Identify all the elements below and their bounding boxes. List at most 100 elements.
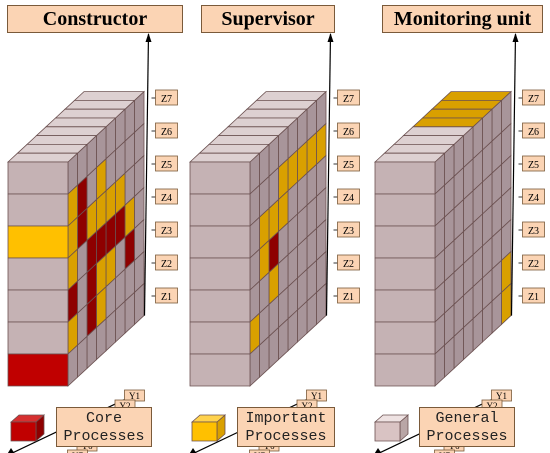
legend-important-line2: Processes — [245, 428, 327, 445]
z-label: Z6 — [343, 127, 354, 138]
z-label: Z1 — [161, 292, 172, 303]
front-cell — [7, 257, 69, 291]
top-cell — [421, 108, 494, 119]
z-label: Z1 — [343, 292, 354, 303]
top-cell — [25, 135, 98, 145]
front-cell — [7, 353, 69, 387]
legend-core-line1: Core — [85, 410, 122, 427]
important-cube-icon — [191, 421, 218, 442]
top-cell — [440, 91, 513, 101]
z-label-box — [337, 254, 360, 271]
z-label-box — [337, 287, 360, 304]
front-cell — [7, 321, 69, 355]
z-axis-line — [143, 33, 150, 316]
top-cell — [236, 108, 309, 119]
z-label-box — [155, 221, 178, 238]
constructor-panel: Z7Z6Z5Z4Z3Z2Z1Y1Y2Y3Y4Y5Y6Y7Y8 — [6, 33, 178, 453]
y-label: Y7 — [254, 451, 265, 453]
z-label: Z4 — [528, 193, 539, 204]
top-cell — [430, 100, 503, 110]
y-axis-arrow-icon — [374, 448, 382, 453]
y-label: Y7 — [72, 451, 83, 453]
front-cell — [189, 289, 251, 323]
z-label-box — [155, 254, 178, 271]
top-cell — [383, 143, 456, 154]
front-cell — [374, 353, 436, 387]
front-cell — [7, 225, 69, 259]
z-axis-arrow-icon — [327, 33, 334, 42]
front-cell — [189, 193, 251, 227]
general-cube-icon — [374, 421, 401, 442]
front-cell — [374, 193, 436, 227]
legend-important-label: Important Processes — [237, 407, 335, 447]
top-cell — [188, 152, 261, 163]
z-label: Z7 — [343, 94, 354, 105]
z-label-box — [155, 155, 178, 172]
z-label: Z5 — [343, 160, 354, 171]
z-label: Z1 — [528, 292, 539, 303]
z-label-box — [155, 188, 178, 205]
z-label-box — [522, 155, 545, 172]
z-label-box — [155, 122, 178, 139]
top-cell — [198, 143, 271, 154]
top-cell — [226, 117, 299, 128]
y-label: Y1 — [311, 391, 322, 401]
z-axis-arrow-icon — [512, 33, 519, 42]
y-axis-arrow-icon — [7, 448, 15, 453]
z-label: Z7 — [161, 94, 172, 105]
z-label: Z2 — [343, 259, 354, 270]
y-label: Y1 — [129, 391, 140, 401]
y-label-box — [249, 449, 270, 453]
z-label: Z7 — [528, 94, 539, 105]
front-cell — [374, 225, 436, 259]
top-cell — [44, 117, 117, 128]
top-cell — [16, 143, 89, 154]
monitoring-unit-title: Monitoring unit — [382, 5, 543, 33]
top-cell — [255, 91, 328, 101]
z-label: Z5 — [528, 160, 539, 171]
z-label-box — [337, 221, 360, 238]
front-cell — [7, 161, 69, 195]
top-cell — [402, 126, 475, 137]
monitoring-panel: Z7Z6Z5Z4Z3Z2Z1Y1Y2Y3Y4Y5Y6Y7Y8 — [373, 33, 545, 453]
y-label: Y7 — [439, 451, 450, 453]
front-cell — [189, 225, 251, 259]
legend-core-line2: Processes — [63, 428, 145, 445]
z-label: Z2 — [528, 259, 539, 270]
top-cell — [35, 126, 108, 137]
front-cell — [189, 321, 251, 355]
top-cell — [73, 91, 146, 101]
front-cell — [7, 193, 69, 227]
z-label: Z6 — [161, 127, 172, 138]
legend — [9, 414, 410, 442]
front-cell — [374, 257, 436, 291]
z-label-box — [337, 122, 360, 139]
front-cell — [7, 289, 69, 323]
z-label-box — [522, 254, 545, 271]
front-cell — [189, 257, 251, 291]
z-label: Z2 — [161, 259, 172, 270]
front-cell — [374, 161, 436, 195]
z-label-box — [522, 89, 545, 106]
y-label: Y2 — [302, 401, 313, 411]
supervisor-panel: Z7Z6Z5Z4Z3Z2Z1Y1Y2Y3Y4Y5Y6Y7Y8 — [188, 33, 360, 453]
top-cell — [63, 100, 136, 110]
z-label-box — [522, 221, 545, 238]
z-label: Z4 — [343, 193, 354, 204]
y-label: Y2 — [120, 401, 131, 411]
front-cell — [374, 289, 436, 323]
z-label: Z6 — [528, 127, 539, 138]
front-cell — [374, 321, 436, 355]
top-cell — [6, 152, 79, 163]
legend-general-label: General Processes — [419, 407, 515, 447]
z-label-box — [337, 188, 360, 205]
z-label-box — [337, 155, 360, 172]
z-axis-arrow-icon — [145, 33, 152, 42]
top-cell — [54, 108, 127, 119]
z-label: Z5 — [161, 160, 172, 171]
y-label-box — [67, 449, 88, 453]
legend-general-line1: General — [435, 410, 499, 427]
y-label: Y1 — [496, 391, 507, 401]
